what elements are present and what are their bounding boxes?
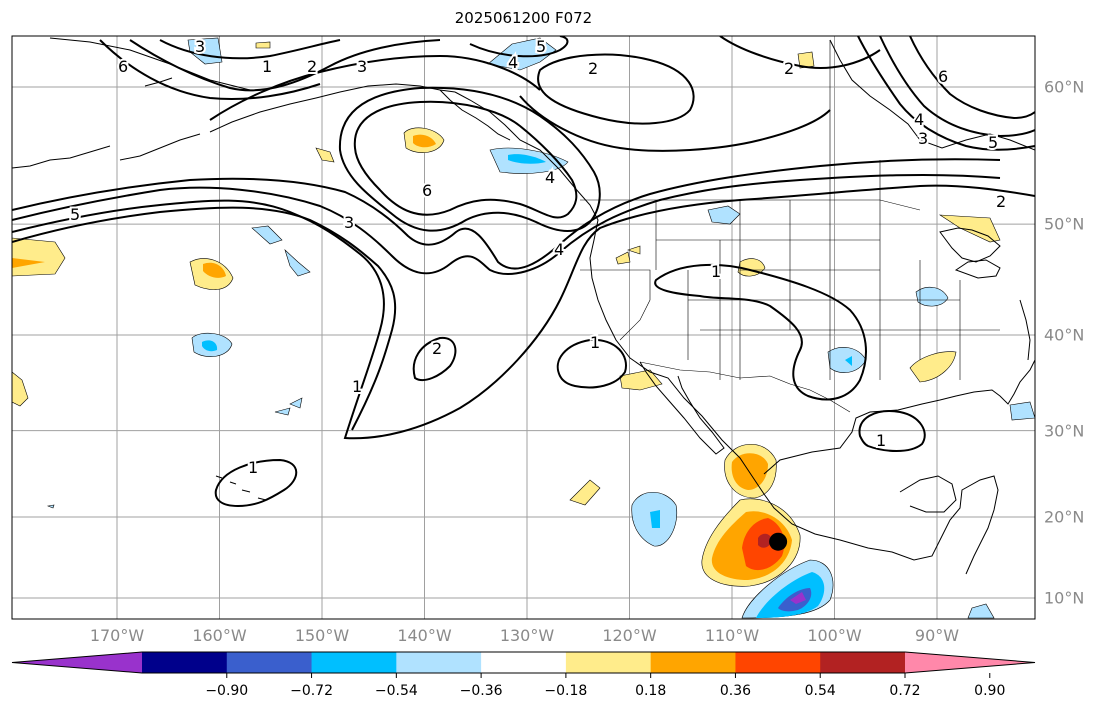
colorbar-segment (735, 652, 821, 673)
contour-label: 4 (545, 168, 555, 187)
colorbar-tick-label: −0.90 (205, 683, 249, 699)
contour-label: 3 (195, 37, 205, 56)
contour-value-labels: 1 2 3 6 3 4 5 2 2 6 3 5 2 1 4 4 1 1 1 1 … (68, 36, 1008, 479)
contour-label: 6 (938, 67, 948, 86)
latitude-label: 20°N (1044, 507, 1085, 527)
contour-label: 1 (248, 458, 258, 477)
longitude-label: 170°W (89, 626, 145, 645)
map-frame (11, 35, 1036, 620)
colorbar-segment (905, 652, 1035, 673)
contour-label: 4 (554, 240, 564, 259)
contour-label: 2 (784, 59, 794, 78)
colorbar-tick-label: −0.36 (459, 683, 503, 699)
contour-label: 3 (344, 213, 354, 232)
contour-label: 3 (918, 129, 928, 148)
colorbar-segment (396, 652, 482, 673)
contour-label: 1 (876, 431, 886, 450)
colorbar-segment (565, 652, 652, 673)
longitude-label: 110°W (704, 626, 760, 645)
anomaly-shading (12, 37, 1035, 619)
colorbar-tick-label: 0.36 (719, 683, 752, 699)
latitude-label: 60°N (1044, 77, 1085, 97)
contour-label: 6 (118, 57, 128, 76)
colorbar-segment (142, 652, 228, 673)
colorbar-tick-label: 0.72 (889, 683, 921, 699)
colorbar-tick-label: 0.54 (804, 683, 836, 699)
contour-label: 6 (422, 181, 432, 200)
colorbar (11, 651, 1036, 678)
longitude-label: 90°W (914, 626, 960, 645)
colorbar-segment (481, 652, 567, 673)
contour-label: 2 (432, 339, 442, 358)
contour-lines (12, 36, 1035, 508)
contour-label: 3 (357, 57, 367, 76)
political-borders (580, 40, 1000, 413)
latitude-label: 30°N (1044, 421, 1085, 441)
contour-label: 5 (70, 205, 80, 224)
contour-label: 2 (588, 59, 598, 78)
colorbar-tick-label: −0.72 (290, 683, 333, 699)
contour-label: 5 (988, 133, 998, 152)
longitude-label: 120°W (602, 626, 657, 645)
latitude-label: 10°N (1044, 588, 1085, 608)
contour-label: 2 (307, 57, 317, 76)
longitude-label: 150°W (294, 626, 350, 645)
colorbar-segment (12, 652, 142, 673)
contour-label: 1 (352, 377, 362, 396)
longitude-label: 100°W (807, 626, 862, 645)
contour-label: 4 (508, 53, 518, 72)
colorbar-segment (226, 652, 313, 673)
colorbar-segment (311, 652, 397, 673)
longitude-label: 140°W (397, 626, 452, 645)
colorbar-tick-label: 0.90 (974, 683, 1006, 699)
map-title: 2025061200 F072 (454, 9, 593, 27)
contour-label: 4 (914, 110, 924, 129)
colorbar-tick-label: 0.18 (635, 683, 667, 699)
contour-label: 1 (590, 333, 600, 352)
colorbar-tick-label: −0.18 (544, 683, 588, 699)
coastlines (12, 37, 1035, 575)
contour-label: 5 (536, 37, 546, 56)
colorbar-outline (11, 651, 1036, 674)
latitude-label: 40°N (1044, 325, 1085, 345)
graticule (12, 36, 1035, 619)
longitude-label: 160°W (192, 626, 247, 645)
longitude-label: 130°W (499, 626, 555, 645)
contour-label: 1 (262, 57, 272, 76)
colorbar-segment (820, 652, 906, 673)
storm-center-marker (769, 532, 788, 551)
contour-label: 1 (711, 262, 721, 281)
latitude-label: 50°N (1044, 214, 1085, 234)
colorbar-tick-label: −0.54 (374, 683, 418, 699)
contour-label: 2 (996, 192, 1006, 211)
colorbar-segment (650, 652, 736, 673)
